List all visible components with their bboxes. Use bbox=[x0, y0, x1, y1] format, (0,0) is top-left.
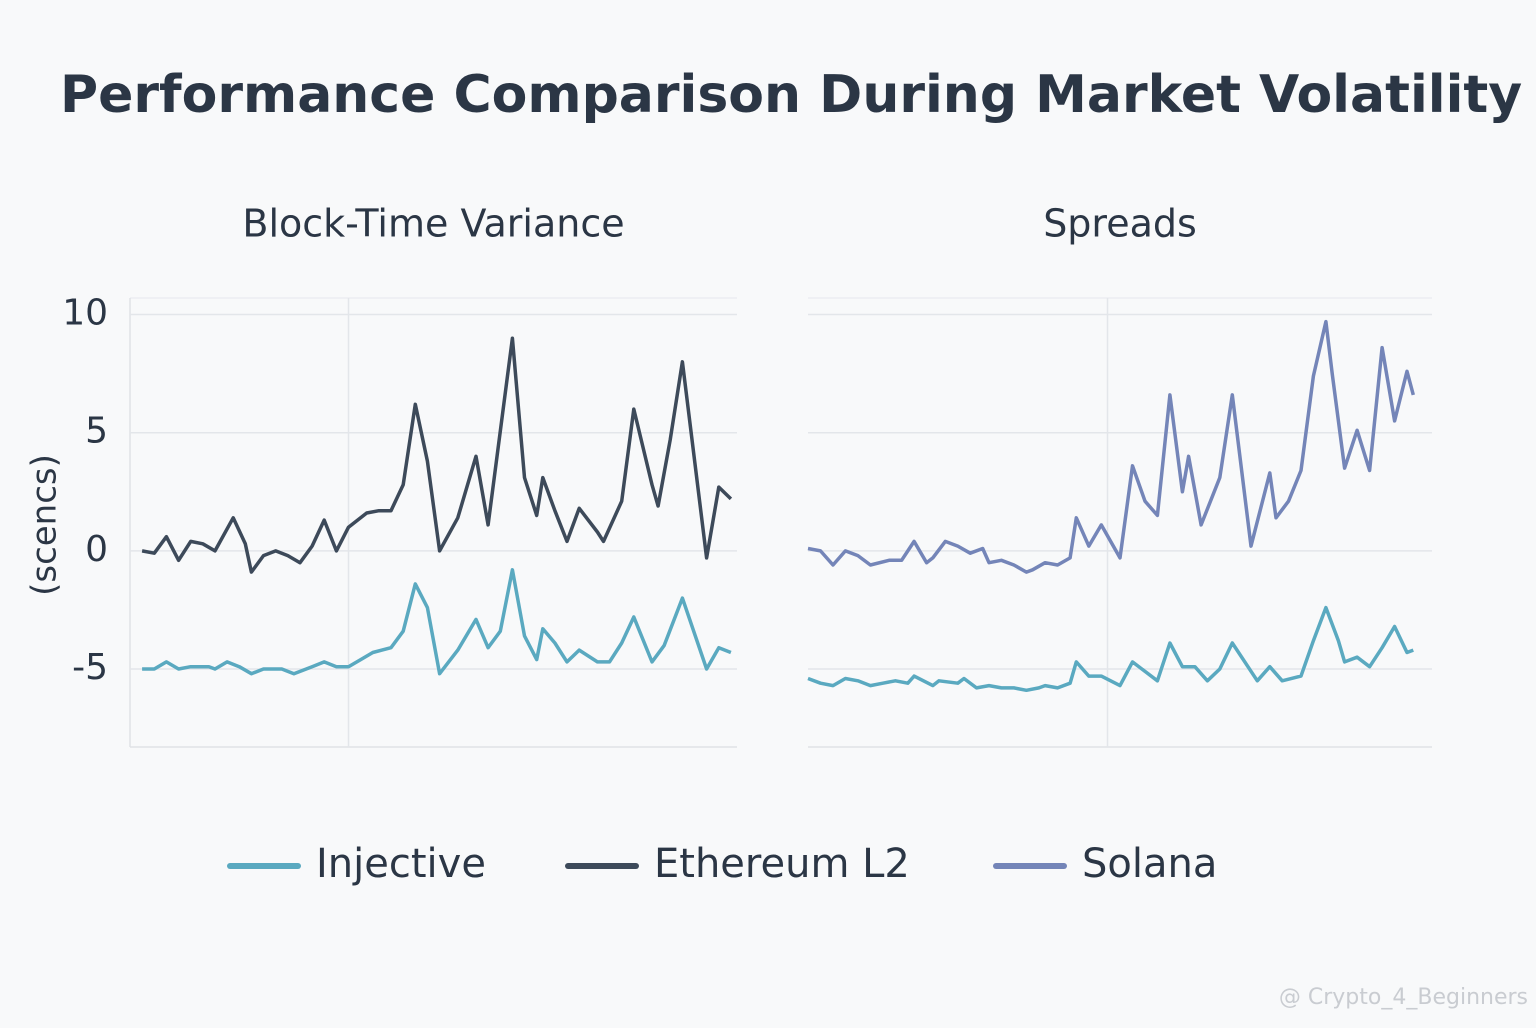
y-tick-label: 0 bbox=[85, 529, 108, 570]
y-tick-label: 10 bbox=[62, 293, 108, 334]
series-line bbox=[142, 568, 732, 676]
series-line bbox=[141, 336, 733, 574]
y-tick-label: 5 bbox=[85, 411, 108, 452]
series-line bbox=[807, 319, 1415, 574]
subplot-title: Block-Time Variance bbox=[242, 202, 624, 246]
subplot-title: Spreads bbox=[1043, 202, 1197, 246]
y-tick-label: -5 bbox=[72, 647, 108, 688]
series-line bbox=[807, 605, 1414, 693]
legend-label: Injective bbox=[316, 841, 486, 887]
page-title: Performance Comparison During Market Vol… bbox=[60, 65, 1522, 125]
legend-label: Solana bbox=[1082, 841, 1217, 887]
legend-label: Ethereum L2 bbox=[654, 841, 910, 887]
y-axis-label: (scencs) bbox=[25, 454, 65, 596]
watermark: @ Crypto_4_Beginners bbox=[1279, 985, 1528, 1010]
